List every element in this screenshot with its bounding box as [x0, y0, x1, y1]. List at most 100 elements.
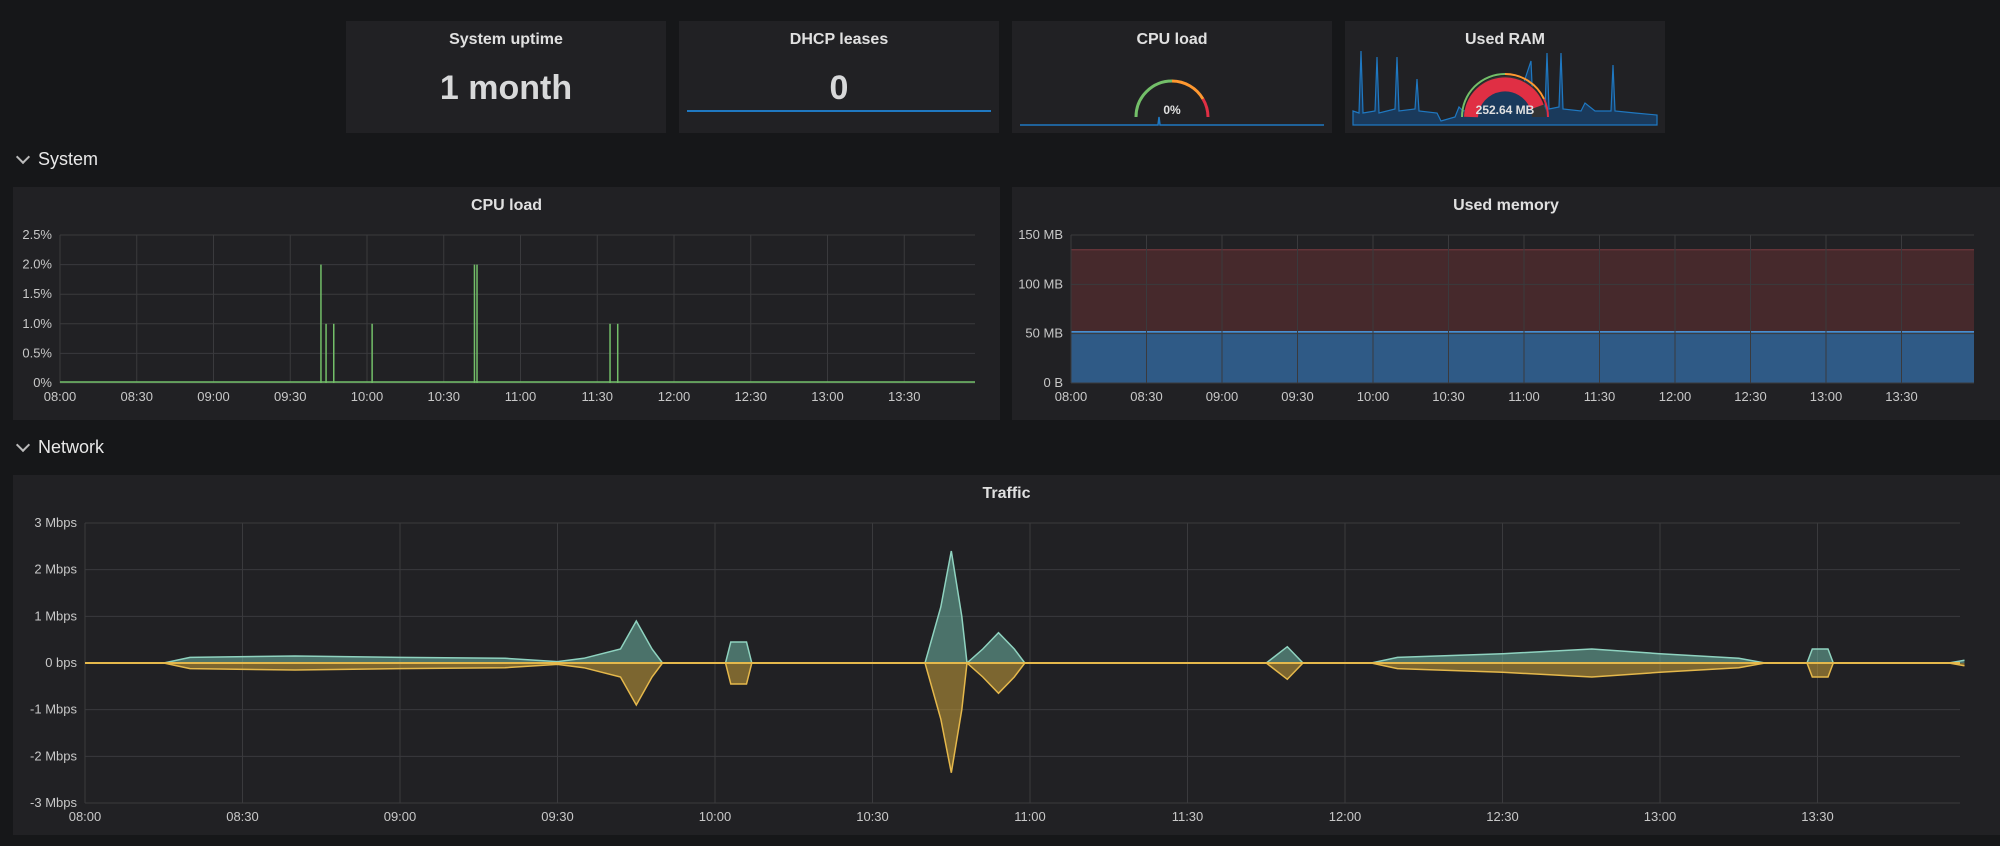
uptime-value: 1 month	[439, 69, 573, 107]
y-tick-label: 0.5%	[22, 345, 52, 360]
cpu-gauge-red	[1201, 98, 1210, 118]
y-tick-label: -1 Mbps	[30, 702, 77, 717]
stat-panel-ram[interactable]: Used RAM 252.64 MB	[1345, 21, 1665, 133]
cpu-gauge-orange	[1171, 79, 1205, 100]
graph-panel-traffic[interactable]: Traffic -3 Mbps -2 Mbps -1 Mbps 0 bps 1 Mbps…	[13, 475, 2000, 835]
stat-panel-uptime[interactable]: System uptime 1 month	[346, 21, 666, 133]
used-memory-chart: 0 B 50 MB 100 MB 150 MB 08:00 08:30 09:00 09:30…	[1018, 227, 1974, 404]
x-tick-label: 08:30	[120, 389, 153, 404]
x-tick-label: 11:30	[581, 389, 613, 404]
panel-title: System uptime	[449, 31, 563, 48]
grid	[59, 234, 975, 384]
y-tick-label: 2 Mbps	[34, 562, 77, 577]
x-tick-label: 09:00	[1206, 389, 1239, 404]
ram-gauge-value: 252.64 MB	[1476, 103, 1535, 117]
x-tick-label: 08:00	[1055, 389, 1088, 404]
y-tick-label: 2.5%	[22, 227, 52, 242]
x-tick-label: 13:00	[1644, 809, 1677, 824]
x-tick-label: 10:00	[699, 809, 732, 824]
panel-title: CPU load	[470, 197, 543, 214]
x-tick-label: 09:00	[197, 389, 230, 404]
y-tick-label: 1.0%	[22, 316, 52, 331]
ram-gauge-fill	[1464, 77, 1544, 118]
x-tick-label: 11:30	[1584, 389, 1616, 404]
x-tick-label: 08:00	[69, 809, 102, 824]
y-tick-label: -2 Mbps	[30, 748, 77, 763]
row-header-system[interactable]: System	[15, 149, 99, 170]
x-tick-label: 13:30	[1801, 809, 1834, 824]
ram-gauge-outer-orange	[1504, 73, 1545, 100]
x-tick-label: 10:30	[1432, 389, 1465, 404]
x-tick-label: 12:00	[1659, 389, 1692, 404]
x-tick-label: 08:30	[1130, 389, 1163, 404]
cpu-gauge-value: 0%	[1163, 103, 1181, 117]
traffic-area	[85, 551, 1965, 663]
y-tick-label: -3 Mbps	[30, 795, 77, 810]
y-tick-label: 100 MB	[1018, 276, 1063, 291]
panel-title: Traffic	[982, 485, 1031, 502]
x-tick-label: 09:30	[1281, 389, 1314, 404]
x-tick-label: 09:30	[274, 389, 307, 404]
x-tick-label: 13:30	[1885, 389, 1918, 404]
x-tick-label: 09:30	[541, 809, 574, 824]
panel-title: Used RAM	[1464, 31, 1545, 48]
chevron-down-icon	[15, 149, 31, 165]
graph-panel-cpu-load[interactable]: CPU load 0% 0.5% 1.0% 1.5% 2.0% 2.5% 08:00 08:3…	[13, 187, 1000, 420]
y-tick-label: 1.5%	[22, 286, 52, 301]
x-tick-label: 11:30	[1172, 809, 1204, 824]
dhcp-sparkline	[687, 110, 991, 112]
y-tick-label: 0 B	[1043, 375, 1063, 390]
cpu-gauge: 0%	[1020, 79, 1324, 126]
x-tick-label: 13:00	[1810, 389, 1843, 404]
cpu-gauge-green	[1134, 79, 1173, 118]
row-title: System	[38, 149, 99, 169]
x-tick-label: 11:00	[1014, 809, 1046, 824]
x-tick-label: 12:30	[1734, 389, 1767, 404]
panel-title: Used memory	[1453, 197, 1559, 214]
x-tick-label: 12:30	[734, 389, 767, 404]
stat-panel-cpu[interactable]: CPU load 0%	[1012, 21, 1332, 133]
y-tick-label: 1 Mbps	[34, 608, 77, 623]
ram-gauge-outer-green	[1461, 73, 1506, 118]
x-tick-label: 09:00	[384, 809, 417, 824]
y-tick-label: 50 MB	[1025, 326, 1063, 341]
y-tick-label: 150 MB	[1018, 227, 1063, 242]
x-tick-label: 13:00	[811, 389, 844, 404]
x-tick-label: 13:30	[888, 389, 921, 404]
x-tick-label: 10:00	[1357, 389, 1390, 404]
panel-title: CPU load	[1136, 31, 1208, 48]
x-tick-label: 08:00	[44, 389, 77, 404]
y-tick-label: 0 bps	[45, 655, 77, 670]
traffic-chart: -3 Mbps -2 Mbps -1 Mbps 0 bps 1 Mbps 2 Mbps 3 …	[30, 515, 1965, 824]
x-tick-label: 10:30	[427, 389, 460, 404]
row-header-network[interactable]: Network	[15, 437, 105, 458]
axis: 0% 0.5% 1.0% 1.5% 2.0% 2.5% 08:00 08:30 09:00 09:…	[22, 227, 920, 404]
chevron-down-icon	[15, 437, 31, 453]
x-tick-label: 12:00	[658, 389, 691, 404]
x-tick-label: 10:30	[856, 809, 889, 824]
cpu-sparkline	[1020, 116, 1324, 126]
panel-title: DHCP leases	[789, 31, 889, 48]
x-tick-label: 10:00	[351, 389, 384, 404]
y-tick-label: 2.0%	[22, 257, 52, 272]
x-tick-label: 11:00	[505, 389, 537, 404]
cpu-load-chart: 0% 0.5% 1.0% 1.5% 2.0% 2.5% 08:00 08:30 09:00 09:…	[22, 227, 975, 404]
traffic-line	[85, 550, 1965, 665]
axis: -3 Mbps -2 Mbps -1 Mbps 0 bps 1 Mbps 2 Mbps 3 …	[30, 515, 1834, 824]
x-tick-label: 12:30	[1486, 809, 1519, 824]
x-tick-label: 08:30	[226, 809, 259, 824]
dhcp-value: 0	[829, 69, 849, 107]
ram-gauge: 252.64 MB	[1352, 50, 1658, 126]
y-tick-label: 0%	[33, 375, 52, 390]
ram-gauge-outer-red	[1543, 98, 1549, 118]
x-tick-label: 11:00	[1508, 389, 1540, 404]
axis: 0 B 50 MB 100 MB 150 MB 08:00 08:30 09:00 09:30…	[1018, 227, 1918, 404]
stat-panel-dhcp[interactable]: DHCP leases 0	[679, 21, 999, 133]
row-title: Network	[38, 437, 105, 457]
used-memory-area	[1071, 331, 1974, 383]
y-tick-label: 3 Mbps	[34, 515, 77, 530]
total-memory-area	[1071, 249, 1974, 332]
graph-panel-used-memory[interactable]: Used memory 0 B 50 MB 100 MB 150 MB 08:00 08:…	[1012, 187, 2000, 420]
grid	[1070, 234, 1974, 384]
x-tick-label: 12:00	[1329, 809, 1362, 824]
